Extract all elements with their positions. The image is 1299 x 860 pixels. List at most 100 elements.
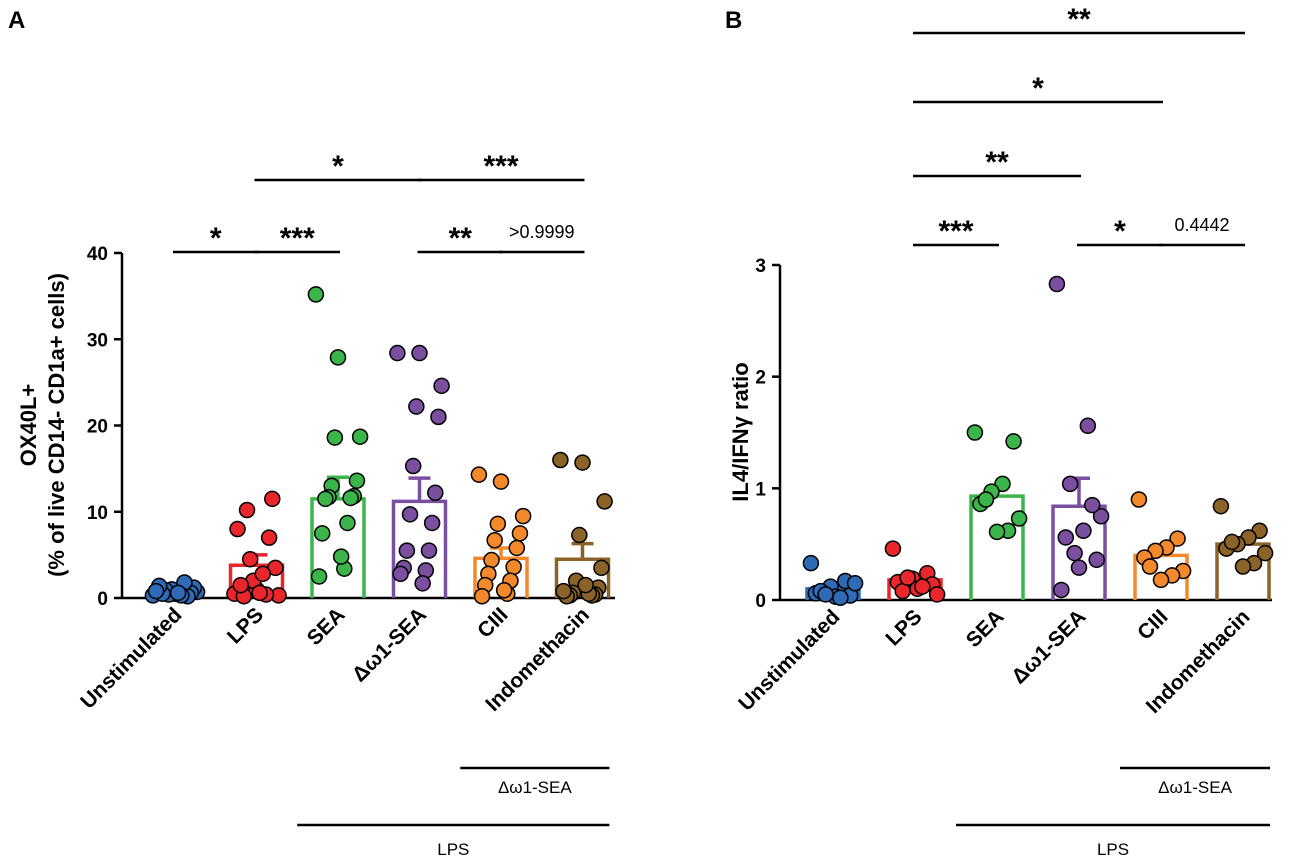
y-tick-label: 40 [87, 244, 108, 265]
y-tick-label: 1 [755, 479, 766, 500]
category-label: LPS [881, 605, 926, 650]
bar-group-0 [802, 554, 864, 607]
data-point [427, 484, 444, 502]
significance-bracket: ** [417, 222, 503, 255]
data-point [329, 349, 347, 366]
data-point [1223, 533, 1241, 551]
data-point [1005, 433, 1022, 450]
data-point [928, 586, 946, 603]
y-tick-label: 10 [87, 503, 108, 524]
data-point [310, 568, 328, 585]
data-point [1010, 510, 1028, 527]
data-point [1152, 571, 1170, 589]
data-point [817, 586, 834, 603]
significance-label: 0.4442 [1174, 215, 1229, 235]
significance-bracket: * [173, 222, 259, 255]
panel-a: A 0 10 20 30 40 OX40L+ (% of live CD14- CD1a+ c… [8, 7, 615, 859]
category-label: CIII [473, 603, 512, 642]
data-point [332, 548, 350, 565]
data-point [1048, 275, 1066, 293]
data-point [593, 559, 610, 577]
data-point [313, 525, 331, 542]
bar-group-2 [307, 286, 369, 598]
data-point [254, 565, 272, 583]
significance-label: ** [1067, 3, 1091, 36]
panel-label: A [8, 7, 25, 34]
data-point [514, 507, 532, 525]
significance-label: ** [449, 222, 473, 255]
data-point [420, 542, 438, 559]
data-point [404, 457, 422, 475]
y-tick-label: 20 [87, 417, 108, 438]
bar [554, 557, 611, 598]
data-point [884, 540, 902, 557]
data-point [238, 501, 256, 519]
data-point [423, 514, 441, 532]
significance-label: * [332, 150, 344, 183]
bar-group-1 [884, 540, 946, 603]
data-point [596, 493, 613, 510]
significance-bracket: *** [254, 222, 340, 255]
significance-bracket: ** [913, 146, 1081, 179]
data-point [1141, 558, 1159, 575]
treatment-group: LPS [956, 823, 1271, 859]
data-point [1053, 581, 1070, 599]
bar-group-4 [470, 466, 532, 605]
category-label: Unstimulated [734, 605, 844, 715]
group-label: LPS [437, 840, 469, 859]
data-point [307, 286, 325, 303]
treatment-group: LPS [297, 823, 610, 859]
data-point [348, 472, 366, 489]
data-point [966, 424, 984, 441]
significance-label: *** [938, 215, 973, 248]
y-tick-label: 0 [755, 591, 766, 612]
data-point [317, 490, 334, 508]
significance-label: >0.9999 [509, 222, 575, 242]
y-tick-label: 2 [755, 368, 766, 389]
data-point [1234, 558, 1252, 575]
data-point [988, 523, 1006, 541]
y-tick-label: 30 [87, 330, 108, 351]
data-point [492, 473, 510, 490]
bar-group-3 [389, 344, 450, 598]
data-point [899, 569, 916, 586]
significance-bracket: * [1077, 215, 1163, 248]
data-point [483, 551, 500, 569]
significance-label: *** [280, 222, 315, 255]
category-label: Δω1-SEA [1007, 605, 1090, 688]
category-label: SEA [962, 605, 1009, 652]
data-point [229, 520, 246, 538]
data-point [994, 475, 1011, 493]
data-point [264, 490, 281, 508]
significance-label: ** [985, 146, 1009, 179]
data-point [398, 542, 416, 559]
data-point [555, 582, 572, 600]
data-point [511, 525, 529, 542]
y-tick-label: 3 [755, 256, 766, 277]
data-point [832, 589, 849, 607]
treatment-group: Δω1-SEA [460, 766, 610, 797]
group-label: Δω1-SEA [1158, 778, 1232, 797]
y-tick-label: 0 [97, 589, 108, 610]
data-point [977, 491, 995, 508]
data-point [414, 575, 431, 592]
y-axis-label: (% of live CD14- CD1a+ cells) [44, 273, 69, 577]
significance-bracket: * [913, 72, 1163, 105]
data-point [401, 506, 419, 523]
data-point [169, 584, 187, 602]
data-point [411, 344, 428, 362]
panel-label: B [725, 7, 742, 34]
data-point [430, 408, 447, 426]
bar [310, 497, 366, 598]
data-point [846, 575, 864, 592]
data-point [552, 451, 569, 469]
data-point [433, 377, 450, 395]
group-label: LPS [1097, 840, 1129, 859]
data-point [1092, 508, 1110, 525]
significance-bracket: *** [913, 215, 999, 248]
significance-bracket: ** [913, 3, 1245, 36]
bar-group-1 [226, 490, 287, 605]
data-point [1075, 522, 1092, 540]
data-point [232, 576, 249, 594]
